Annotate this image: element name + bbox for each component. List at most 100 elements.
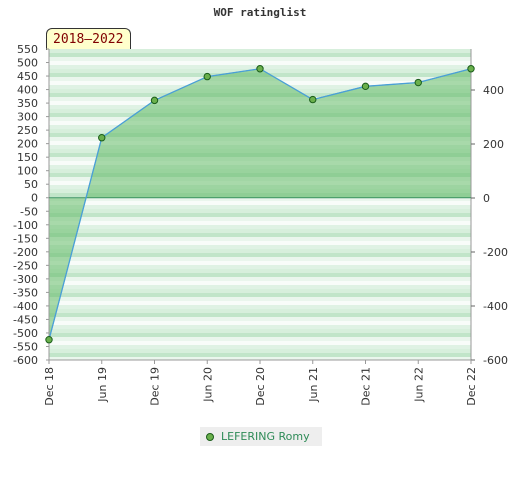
x-tick-label: Dec 21: [360, 367, 373, 406]
background-band: [49, 293, 471, 297]
background-band: [49, 61, 471, 65]
right-tick-label: 200: [483, 138, 504, 151]
data-point: [150, 96, 159, 105]
background-band: [49, 357, 471, 360]
background-band: [49, 57, 471, 61]
right-tick-labels: 400 200 0 -200 -400 -600: [471, 84, 508, 367]
background-band: [49, 325, 471, 329]
left-tick-label: 500: [17, 57, 38, 70]
left-tick-label: -350: [13, 286, 38, 299]
left-tick-label: 0: [31, 192, 38, 205]
left-tick-label: 350: [17, 97, 38, 110]
chart-title: WOF ratinglist: [213, 6, 307, 19]
background-band: [49, 309, 471, 313]
legend-marker-icon: [206, 432, 214, 441]
left-tick-label: -300: [13, 273, 38, 286]
data-point: [361, 82, 370, 91]
left-tick-label: 250: [17, 124, 38, 137]
markers-layer: [45, 65, 475, 344]
background-band: [49, 197, 471, 201]
x-tick-label: Dec 18: [43, 367, 56, 406]
left-tick-label: 400: [17, 84, 38, 97]
data-point: [309, 95, 317, 104]
background-band: [49, 305, 471, 309]
background-band: [49, 345, 471, 349]
background-band: [49, 245, 471, 249]
background-band: [49, 241, 471, 245]
background-band: [49, 349, 471, 353]
background-band: [49, 257, 471, 261]
background-band: [49, 265, 471, 269]
period-badge: 2018–2022: [46, 28, 132, 50]
data-point: [45, 336, 53, 344]
x-tick-label: Jun 22: [412, 367, 425, 403]
right-tick-label: -200: [483, 246, 508, 259]
right-tick-label: -600: [483, 354, 508, 367]
background-band: [49, 249, 471, 253]
background-band: [49, 269, 471, 273]
background-band: [49, 229, 471, 233]
background-band: [49, 297, 471, 301]
background-band: [49, 201, 471, 205]
data-point: [98, 134, 106, 142]
background-band: [49, 261, 471, 265]
left-tick-label: -400: [13, 300, 38, 313]
left-tick-label: -150: [13, 232, 38, 245]
background-band: [49, 317, 471, 321]
left-tick-label: -100: [13, 219, 38, 232]
data-point: [414, 78, 422, 87]
right-tick-label: 400: [483, 84, 504, 97]
background-band: [49, 213, 471, 217]
left-tick-label: 450: [17, 70, 38, 83]
data-point: [256, 65, 264, 73]
left-tick-label: -50: [20, 205, 38, 218]
right-tick-label: 0: [483, 192, 490, 205]
background-band: [49, 217, 471, 221]
background-band: [49, 281, 471, 285]
background-band: [49, 289, 471, 293]
background-band: [49, 285, 471, 289]
data-point: [467, 65, 475, 73]
background-band: [49, 353, 471, 357]
background-band: [49, 205, 471, 209]
background-band: [49, 49, 471, 53]
x-tick-label: Dec 20: [254, 367, 267, 406]
data-point: [203, 72, 211, 81]
legend: LEFERING Romy: [200, 427, 322, 446]
x-tick-label: Dec 19: [149, 367, 162, 406]
background-band: [49, 321, 471, 325]
x-tick-label: Jun 21: [307, 367, 320, 403]
background-band: [49, 329, 471, 333]
background-band: [49, 277, 471, 281]
legend-label: LEFERING Romy: [221, 430, 310, 443]
left-tick-labels: 550500450400350300250200150100500-50-100…: [13, 43, 49, 367]
left-tick-label: 200: [17, 138, 38, 151]
background-band: [49, 209, 471, 213]
background-band: [49, 301, 471, 305]
background-band: [49, 333, 471, 337]
left-tick-label: -600: [13, 354, 38, 367]
background-band: [49, 53, 471, 57]
background-band: [49, 341, 471, 345]
background-band: [49, 273, 471, 277]
background-band: [49, 253, 471, 257]
background-band: [49, 233, 471, 237]
background-band: [49, 313, 471, 317]
left-tick-label: -250: [13, 259, 38, 272]
right-tick-label: -400: [483, 300, 508, 313]
background-band: [49, 221, 471, 225]
x-tick-label: Jun 19: [96, 367, 109, 403]
background-band: [49, 337, 471, 341]
background-band: [49, 237, 471, 241]
left-tick-label: -200: [13, 246, 38, 259]
background-band: [49, 225, 471, 229]
left-tick-label: 300: [17, 111, 38, 124]
left-tick-label: 150: [17, 151, 38, 164]
left-tick-label: 550: [17, 43, 38, 56]
left-tick-label: -450: [13, 313, 38, 326]
x-tick-label: Dec 22: [465, 367, 478, 406]
left-tick-label: 50: [24, 178, 38, 191]
x-tick-label: Jun 20: [201, 367, 214, 403]
left-tick-label: -500: [13, 327, 38, 340]
left-tick-label: -550: [13, 340, 38, 353]
